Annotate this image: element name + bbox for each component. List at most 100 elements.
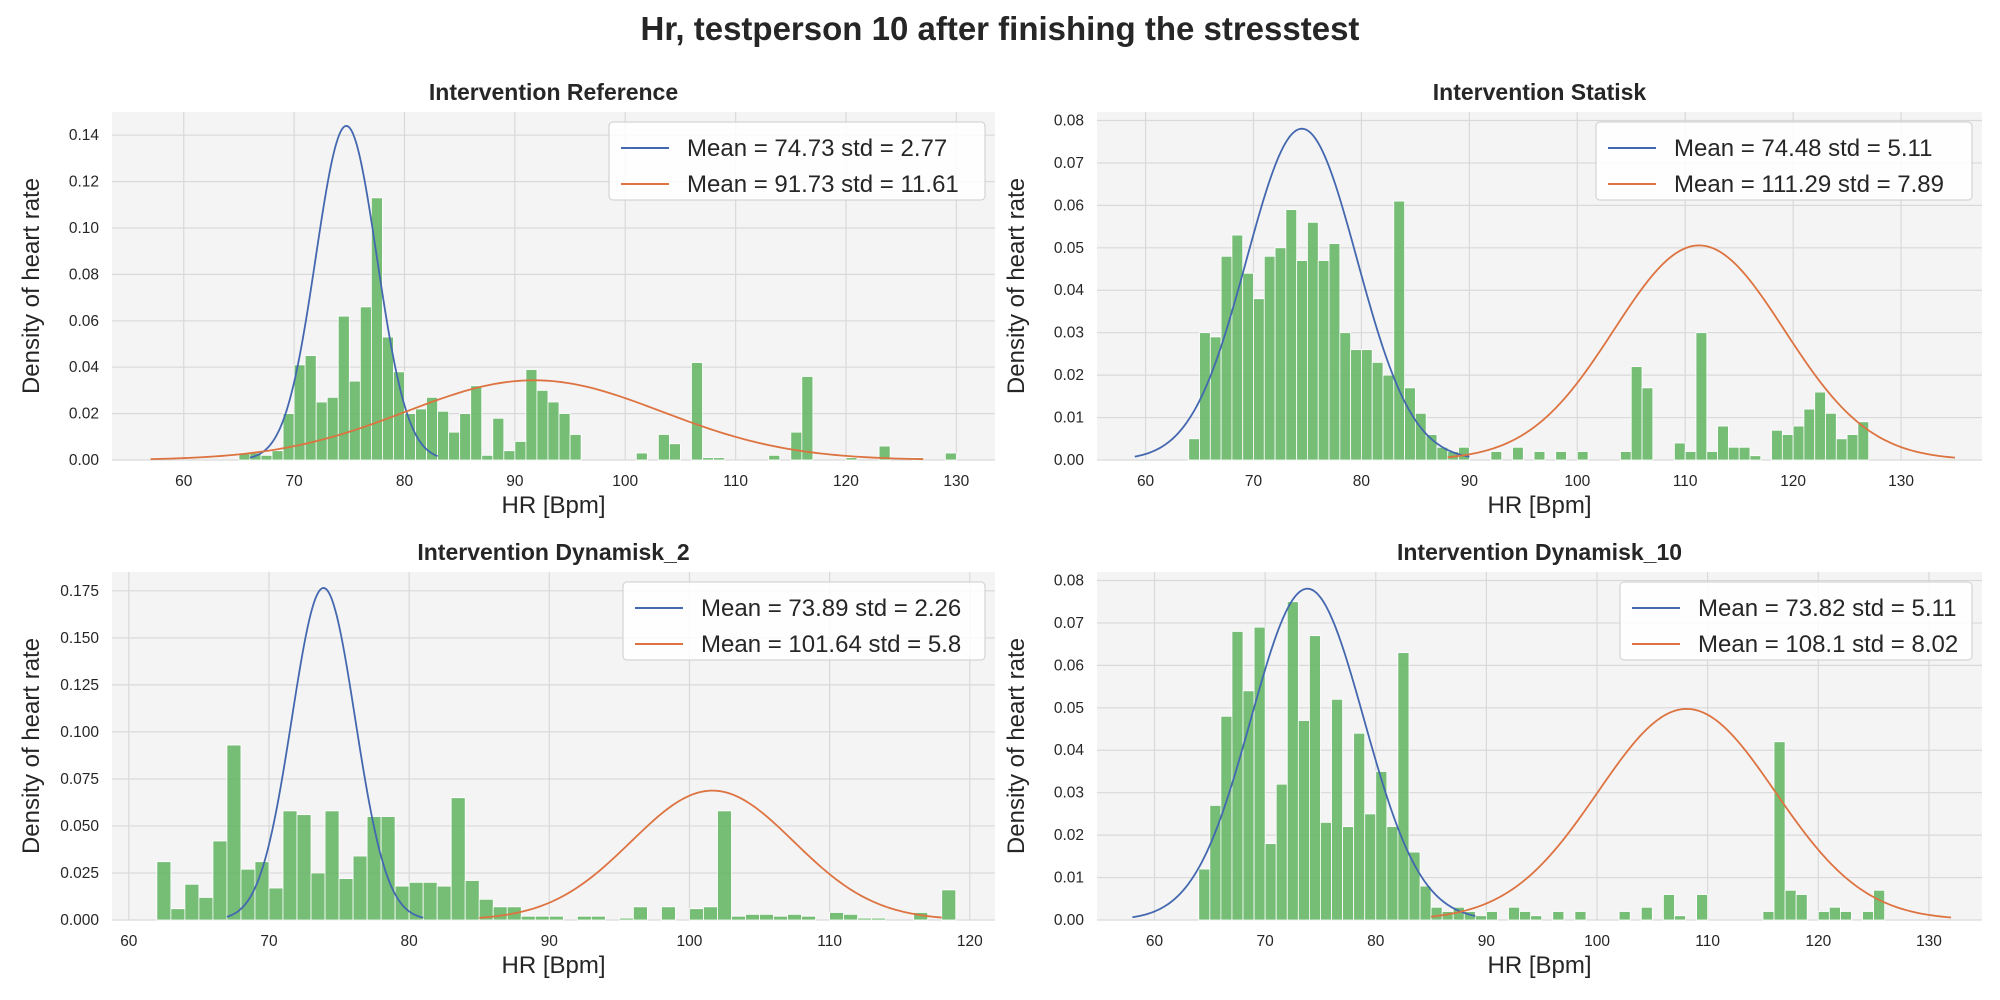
histogram-bar bbox=[1576, 451, 1589, 461]
histogram-bar bbox=[1317, 260, 1330, 461]
histogram-bar bbox=[1320, 821, 1332, 921]
histogram-bar bbox=[198, 897, 214, 921]
histogram-bar bbox=[787, 913, 802, 921]
histogram-bar bbox=[352, 855, 368, 921]
histogram-bar bbox=[1397, 652, 1410, 921]
histogram-bar bbox=[268, 887, 284, 921]
histogram-bar bbox=[1674, 442, 1686, 461]
histogram-bar bbox=[1350, 349, 1362, 461]
histogram-bar bbox=[1828, 906, 1841, 921]
histogram-bar bbox=[1361, 349, 1373, 461]
x-tick-label: 100 bbox=[1564, 473, 1590, 490]
y-axis-label: Density of heart rate bbox=[18, 178, 45, 394]
histogram-bar bbox=[184, 883, 200, 921]
histogram-bar bbox=[1296, 260, 1308, 461]
histogram-bar bbox=[618, 917, 634, 921]
histogram-bar bbox=[437, 410, 450, 461]
histogram-bar bbox=[520, 915, 536, 921]
legend-label-1: Mean = 73.82 std = 5.11 bbox=[1698, 595, 1956, 622]
histogram-bar bbox=[337, 315, 350, 461]
y-tick-label: 0.00 bbox=[1054, 912, 1085, 929]
histogram-bar bbox=[315, 401, 328, 461]
legend: Mean = 74.48 std = 5.11 Mean = 111.29 std… bbox=[1595, 121, 1973, 201]
legend-box bbox=[608, 121, 986, 201]
x-tick-label: 60 bbox=[1137, 473, 1155, 490]
x-axis-label: HR [Bpm] bbox=[1487, 492, 1591, 519]
legend-label-1: Mean = 73.89 std = 2.26 bbox=[701, 595, 961, 622]
histogram-bar bbox=[1382, 374, 1395, 461]
histogram-bar bbox=[1242, 272, 1254, 461]
histogram-bar bbox=[536, 389, 549, 461]
y-tick-label: 0.06 bbox=[1054, 197, 1084, 214]
fit-curve-2 bbox=[1447, 244, 1956, 459]
histogram-bar bbox=[1512, 446, 1524, 461]
y-tick-label: 0.03 bbox=[1054, 325, 1084, 342]
x-tick-label: 80 bbox=[1353, 473, 1371, 490]
histogram-bar bbox=[1684, 451, 1697, 461]
y-tick-label: 0.02 bbox=[69, 406, 99, 423]
histogram-bar bbox=[829, 912, 845, 921]
x-tick-label: 130 bbox=[943, 473, 969, 490]
histogram-bar bbox=[768, 454, 781, 461]
x-axis-label: HR [Bpm] bbox=[1487, 952, 1591, 979]
histogram-bar bbox=[1873, 889, 1886, 921]
x-tick-label: 80 bbox=[1367, 933, 1385, 950]
histogram-bar bbox=[481, 454, 494, 461]
histogram-bar bbox=[464, 880, 480, 921]
histogram-bar bbox=[370, 197, 383, 461]
histogram-bar bbox=[1519, 911, 1532, 921]
histogram-bar bbox=[1630, 366, 1643, 461]
histogram-bar bbox=[260, 454, 273, 461]
y-tick-label: 0.01 bbox=[1054, 870, 1084, 887]
histogram-bar bbox=[359, 306, 372, 461]
y-tick-label: 0.07 bbox=[1054, 615, 1084, 632]
histogram-bar bbox=[1784, 889, 1797, 921]
histogram-bar bbox=[1817, 911, 1830, 921]
y-tick-label: 0.01 bbox=[1054, 410, 1084, 427]
legend-label-2: Mean = 101.64 std = 5.8 bbox=[701, 631, 961, 658]
histogram-bar bbox=[1253, 626, 1266, 921]
histogram-bar bbox=[1663, 894, 1675, 921]
histogram-bar bbox=[843, 913, 859, 921]
histogram-bar bbox=[1717, 425, 1729, 461]
histogram-bar bbox=[1328, 243, 1341, 461]
histogram-bar bbox=[156, 861, 172, 921]
histogram-bar bbox=[661, 906, 676, 921]
histogram-bar bbox=[1419, 885, 1432, 921]
histogram-bar bbox=[348, 380, 361, 461]
histogram-bar bbox=[1840, 911, 1852, 921]
histogram-bar bbox=[944, 452, 957, 461]
legend-label-2: Mean = 91.73 std = 11.61 bbox=[687, 171, 959, 198]
x-tick-label: 120 bbox=[833, 473, 859, 490]
fit-curve-2 bbox=[150, 379, 924, 461]
histogram-bar bbox=[1792, 425, 1805, 461]
histogram-bar bbox=[492, 906, 508, 921]
histogram-bar bbox=[1364, 813, 1377, 921]
legend: Mean = 73.82 std = 5.11 Mean = 108.1 std … bbox=[1619, 581, 1973, 661]
histogram-bar bbox=[394, 885, 410, 921]
y-tick-label: 0.08 bbox=[1054, 112, 1084, 129]
histogram-bar bbox=[1414, 412, 1427, 461]
y-tick-label: 0.04 bbox=[1054, 742, 1085, 759]
legend-box bbox=[1619, 581, 1973, 661]
histogram-bar bbox=[548, 915, 564, 921]
histogram-bar bbox=[1490, 451, 1503, 461]
y-tick-label: 0.04 bbox=[1054, 282, 1085, 299]
y-tick-label: 0.08 bbox=[1054, 572, 1084, 589]
histogram-bar bbox=[1188, 438, 1200, 461]
histogram-bar bbox=[1285, 209, 1298, 461]
legend-label-2: Mean = 111.29 std = 7.89 bbox=[1674, 171, 1944, 198]
histogram-bar bbox=[703, 906, 718, 921]
x-axis-label: HR [Bpm] bbox=[501, 952, 605, 979]
y-tick-label: 0.050 bbox=[60, 818, 99, 835]
histogram-bar bbox=[282, 810, 298, 921]
chart-panel-1: 60 70 80 90 100 110 120 130 0.00 0.02 0.04 0.06 0.08… bbox=[18, 79, 995, 519]
y-tick-label: 0.06 bbox=[1054, 657, 1084, 674]
x-tick-label: 70 bbox=[1257, 933, 1275, 950]
y-tick-label: 0.100 bbox=[60, 724, 99, 741]
histogram-bar bbox=[1857, 421, 1870, 461]
x-tick-label: 100 bbox=[677, 933, 703, 950]
histogram-bar bbox=[1331, 698, 1343, 921]
x-tick-label: 90 bbox=[541, 933, 559, 950]
